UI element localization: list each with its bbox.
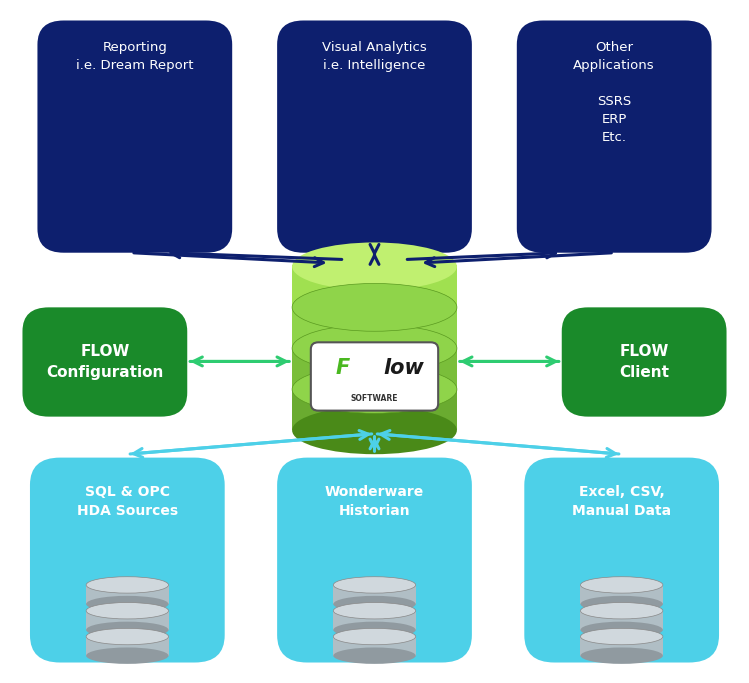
Polygon shape (333, 611, 416, 630)
Ellipse shape (292, 242, 457, 290)
Polygon shape (292, 347, 457, 389)
FancyBboxPatch shape (524, 458, 719, 663)
Ellipse shape (333, 576, 416, 593)
Text: Other
Applications

SSRS
ERP
Etc.: Other Applications SSRS ERP Etc. (574, 41, 655, 144)
Text: Wonderware
Historian: Wonderware Historian (325, 485, 424, 518)
Ellipse shape (580, 647, 663, 664)
Ellipse shape (580, 576, 663, 593)
FancyBboxPatch shape (562, 307, 727, 417)
FancyBboxPatch shape (277, 458, 472, 663)
Polygon shape (292, 265, 457, 307)
Ellipse shape (86, 647, 169, 664)
Ellipse shape (86, 628, 169, 645)
Text: Reporting
i.e. Dream Report: Reporting i.e. Dream Report (76, 41, 193, 72)
Text: SOFTWARE: SOFTWARE (351, 394, 398, 403)
Polygon shape (86, 637, 169, 656)
Ellipse shape (580, 596, 663, 612)
Ellipse shape (333, 628, 416, 645)
FancyBboxPatch shape (22, 307, 187, 417)
Text: FLOW
Configuration: FLOW Configuration (46, 344, 163, 380)
FancyBboxPatch shape (30, 458, 225, 663)
Polygon shape (86, 585, 169, 604)
Ellipse shape (86, 622, 169, 638)
FancyBboxPatch shape (37, 20, 232, 253)
Ellipse shape (580, 622, 663, 638)
Ellipse shape (292, 365, 457, 413)
Text: low: low (383, 359, 424, 378)
Ellipse shape (292, 324, 457, 372)
Polygon shape (580, 611, 663, 630)
Text: Excel, CSV,
Manual Data: Excel, CSV, Manual Data (572, 485, 671, 518)
Polygon shape (580, 585, 663, 604)
Polygon shape (292, 306, 457, 348)
Ellipse shape (333, 602, 416, 619)
Polygon shape (333, 637, 416, 656)
Ellipse shape (333, 622, 416, 638)
Polygon shape (292, 388, 457, 430)
Text: FLOW
Client: FLOW Client (619, 344, 669, 380)
Ellipse shape (292, 283, 457, 331)
Text: SQL & OPC
HDA Sources: SQL & OPC HDA Sources (76, 485, 178, 518)
Text: Visual Analytics
i.e. Intelligence: Visual Analytics i.e. Intelligence (322, 41, 427, 72)
FancyBboxPatch shape (277, 20, 472, 253)
Ellipse shape (86, 576, 169, 593)
Ellipse shape (333, 647, 416, 664)
Ellipse shape (333, 596, 416, 612)
FancyBboxPatch shape (311, 342, 438, 410)
Polygon shape (580, 637, 663, 656)
Ellipse shape (580, 602, 663, 619)
Ellipse shape (292, 406, 457, 454)
Text: F: F (336, 359, 350, 378)
Ellipse shape (86, 596, 169, 612)
FancyBboxPatch shape (517, 20, 712, 253)
Polygon shape (333, 585, 416, 604)
Ellipse shape (580, 628, 663, 645)
Ellipse shape (86, 602, 169, 619)
Polygon shape (86, 611, 169, 630)
